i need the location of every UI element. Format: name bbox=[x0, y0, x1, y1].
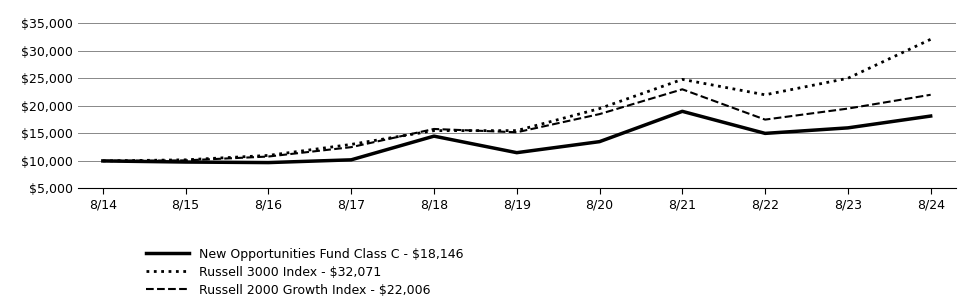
Russell 2000 Growth Index - $22,006 bbox=[677, 88, 688, 91]
New Opportunities Fund Class C - $18,146 bbox=[677, 109, 688, 113]
Russell 3000 Index - $32,071 bbox=[925, 37, 937, 41]
Russell 3000 Index - $32,071 bbox=[842, 77, 854, 80]
Line: Russell 3000 Index - $32,071: Russell 3000 Index - $32,071 bbox=[102, 39, 931, 161]
Russell 2000 Growth Index - $22,006 bbox=[97, 159, 108, 163]
Russell 2000 Growth Index - $22,006 bbox=[925, 93, 937, 97]
New Opportunities Fund Class C - $18,146 bbox=[97, 159, 108, 163]
Russell 3000 Index - $32,071 bbox=[594, 107, 605, 110]
Russell 3000 Index - $32,071 bbox=[345, 143, 357, 146]
Russell 2000 Growth Index - $22,006 bbox=[511, 130, 523, 134]
New Opportunities Fund Class C - $18,146 bbox=[925, 114, 937, 118]
Russell 2000 Growth Index - $22,006 bbox=[345, 145, 357, 149]
New Opportunities Fund Class C - $18,146 bbox=[760, 132, 771, 135]
Russell 3000 Index - $32,071 bbox=[179, 158, 191, 162]
New Opportunities Fund Class C - $18,146 bbox=[345, 158, 357, 162]
Russell 3000 Index - $32,071 bbox=[428, 129, 440, 133]
Russell 3000 Index - $32,071 bbox=[677, 78, 688, 81]
Russell 2000 Growth Index - $22,006 bbox=[760, 118, 771, 121]
Russell 2000 Growth Index - $22,006 bbox=[179, 159, 191, 162]
New Opportunities Fund Class C - $18,146 bbox=[179, 160, 191, 164]
New Opportunities Fund Class C - $18,146 bbox=[262, 161, 274, 164]
New Opportunities Fund Class C - $18,146 bbox=[511, 151, 523, 154]
Russell 3000 Index - $32,071 bbox=[262, 154, 274, 157]
Russell 3000 Index - $32,071 bbox=[760, 93, 771, 97]
New Opportunities Fund Class C - $18,146 bbox=[428, 134, 440, 138]
Russell 3000 Index - $32,071 bbox=[97, 159, 108, 163]
Russell 2000 Growth Index - $22,006 bbox=[594, 112, 605, 116]
Line: New Opportunities Fund Class C - $18,146: New Opportunities Fund Class C - $18,146 bbox=[102, 111, 931, 163]
Russell 2000 Growth Index - $22,006 bbox=[428, 127, 440, 131]
Russell 2000 Growth Index - $22,006 bbox=[262, 155, 274, 158]
Russell 2000 Growth Index - $22,006 bbox=[842, 107, 854, 110]
New Opportunities Fund Class C - $18,146 bbox=[594, 140, 605, 143]
Russell 3000 Index - $32,071 bbox=[511, 129, 523, 133]
Legend: New Opportunities Fund Class C - $18,146, Russell 3000 Index - $32,071, Russell : New Opportunities Fund Class C - $18,146… bbox=[145, 248, 464, 297]
New Opportunities Fund Class C - $18,146 bbox=[842, 126, 854, 130]
Line: Russell 2000 Growth Index - $22,006: Russell 2000 Growth Index - $22,006 bbox=[102, 89, 931, 161]
